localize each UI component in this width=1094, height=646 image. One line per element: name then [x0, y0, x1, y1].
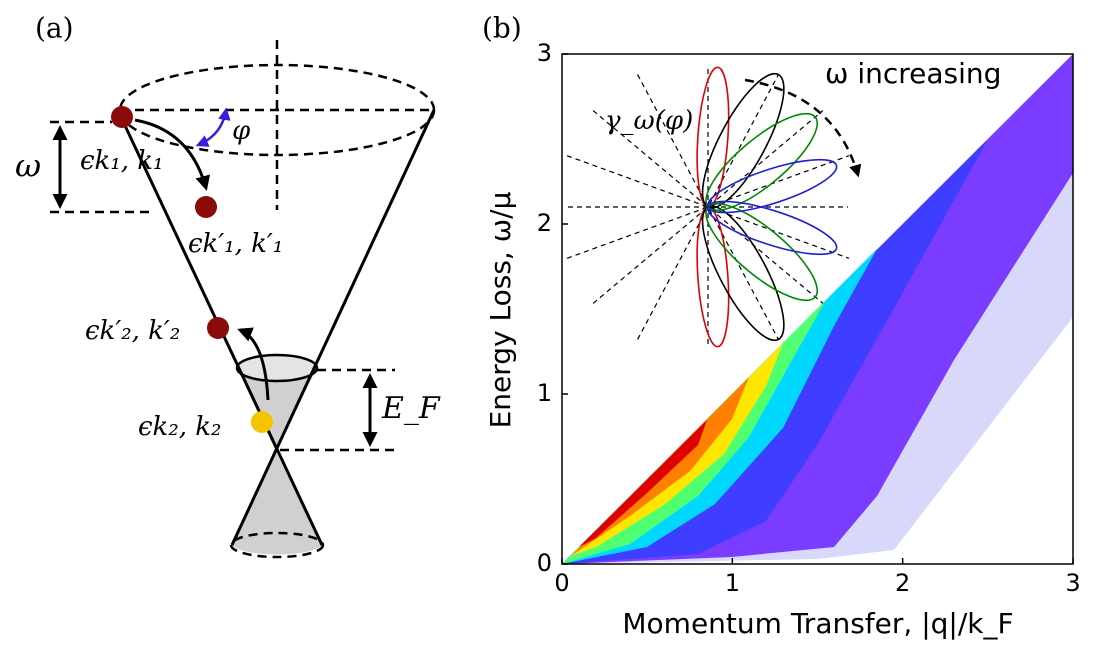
arrow [134, 118, 211, 191]
electron [195, 196, 217, 218]
label: ϵk₂, k₂ [138, 412, 221, 442]
y-tick-label: 2 [537, 209, 552, 237]
polar-axis [592, 110, 824, 304]
lower-ellipse [229, 531, 325, 559]
lobe [701, 72, 785, 209]
y-axis-label: Energy Loss, ω/μ [484, 191, 517, 428]
lobe [706, 158, 838, 214]
annotation: γ_ω(φ) [605, 106, 693, 136]
y-tick-label: 3 [537, 39, 552, 67]
polar-axis [592, 110, 824, 304]
lobe [706, 200, 838, 256]
label: φ [232, 116, 251, 146]
fermi-ellipse [235, 353, 319, 383]
arrow [237, 327, 270, 401]
panel-a: (a) ω φ ϵk₁, k₁ ϵk′₁, k′₁ ϵk′₂, k′₂ ϵk₂,… [15, 12, 441, 559]
x-tick-label: 1 [725, 569, 740, 597]
increase-arrow [744, 78, 862, 178]
polar-inset [566, 66, 850, 348]
polar-axis [637, 74, 779, 340]
label: E_F [381, 391, 441, 426]
label: ϵk′₁, k′₁ [188, 229, 283, 259]
electron [251, 411, 273, 433]
x-axis-label: Momentum Transfer, |q|/k_F [622, 607, 1013, 640]
fermi-cone [237, 368, 317, 450]
electron [207, 317, 229, 339]
contour [579, 420, 707, 547]
contour [562, 300, 826, 564]
polar-axis [637, 74, 779, 340]
label: ϵk′₂, k′₂ [85, 316, 180, 346]
phi-arrow [195, 107, 231, 147]
panel-b: (b) ω increasing γ_ω(φ) Momentum Transfe… [482, 12, 1081, 641]
x-tick-label: 0 [554, 569, 569, 597]
panel-label: (a) [35, 12, 74, 45]
panel-label: (b) [482, 12, 522, 45]
label: ω [15, 147, 41, 185]
x-tick-label: 2 [895, 569, 910, 597]
y-tick-label: 0 [537, 549, 552, 577]
annotation: ω increasing [825, 57, 1001, 90]
plot-frame [561, 53, 1074, 565]
y-tick-label: 1 [537, 379, 552, 407]
label: ϵk₁, k₁ [80, 146, 163, 176]
electron [111, 106, 133, 128]
x-tick-label: 3 [1065, 569, 1080, 597]
polar-axis [566, 155, 850, 259]
lower-cone [232, 450, 322, 555]
